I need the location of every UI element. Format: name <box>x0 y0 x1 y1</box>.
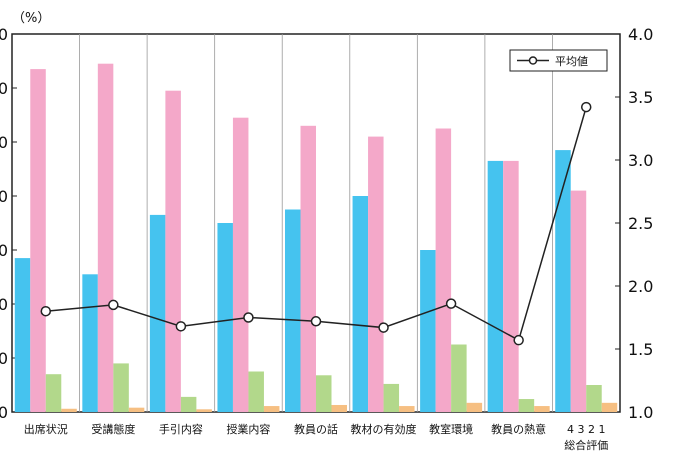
average-point <box>378 322 389 333</box>
bar <box>232 117 249 412</box>
bar <box>503 160 519 412</box>
bar <box>534 406 550 412</box>
average-point <box>580 101 592 113</box>
bar <box>45 374 62 412</box>
average-point <box>513 334 524 346</box>
average-point <box>310 316 322 327</box>
left-tick-label: 40 <box>0 187 8 206</box>
bar <box>316 375 332 412</box>
bar <box>165 90 181 412</box>
bar <box>14 258 31 412</box>
bar <box>248 371 264 412</box>
category-label: 受講態度 <box>91 422 135 436</box>
bar <box>128 407 145 412</box>
bar <box>30 69 46 412</box>
category-label: 出席状況 <box>24 422 68 436</box>
left-tick-label: 60 <box>0 79 8 98</box>
left-tick-label: 20 <box>0 295 8 314</box>
bar <box>451 344 467 412</box>
bar <box>399 406 415 412</box>
legend-label: 平均値 <box>555 55 588 68</box>
bar <box>518 399 535 412</box>
left-tick-label: 0 <box>0 403 8 422</box>
left-tick-label: 30 <box>0 241 8 260</box>
y-unit-label: （%） <box>12 11 50 26</box>
bar <box>82 274 98 412</box>
bar <box>217 223 233 412</box>
bar <box>352 196 369 412</box>
category-sublabel: 総合評価 <box>564 438 608 452</box>
right-tick-label: 3.0 <box>628 151 653 170</box>
left-tick-label: 50 <box>0 133 8 152</box>
right-tick-label: 1.0 <box>628 403 653 422</box>
left-tick-labels: 0 10 20 30 40 50 60 70 <box>0 25 17 422</box>
bar <box>570 190 587 412</box>
bar <box>113 363 129 412</box>
legend: 平均値 <box>509 49 608 72</box>
legend-box <box>509 49 608 72</box>
right-tick-labels: 1.0 1.5 2.0 2.5 3.0 3.5 4.0 <box>615 25 653 422</box>
average-point <box>175 321 187 332</box>
right-tick-label: 3.5 <box>628 88 653 107</box>
bar <box>555 150 571 412</box>
bar <box>420 250 436 412</box>
bar <box>196 409 212 412</box>
right-tick-label: 2.5 <box>628 214 653 233</box>
category-labels: 出席状況 受講態度 手引内容 授業内容 教員の話 教材の有効度 教室環境 教員の熱意 4 3 2… <box>24 422 608 452</box>
average-point <box>243 312 254 323</box>
bar <box>180 396 197 412</box>
category-dividers <box>79 34 553 412</box>
category-label: 教室環境 <box>429 422 473 436</box>
category-label: 4 3 2 1 <box>567 423 605 436</box>
average-line-series <box>40 101 592 346</box>
average-point <box>445 298 457 309</box>
average-point <box>40 305 52 317</box>
bar <box>466 402 483 412</box>
bars <box>14 63 618 413</box>
bar <box>586 385 602 412</box>
average-point <box>108 299 119 311</box>
left-tick-label: 10 <box>0 349 8 368</box>
right-tick-label: 2.0 <box>628 277 653 296</box>
bar <box>263 406 280 412</box>
left-tick-label: 70 <box>0 25 8 44</box>
bar <box>285 209 301 412</box>
bar <box>300 125 316 413</box>
bar <box>331 404 347 412</box>
category-label: 授業内容 <box>226 422 270 436</box>
bar <box>368 136 384 412</box>
category-label: 教員の話 <box>294 422 338 436</box>
category-label: 教員の熱意 <box>491 422 546 436</box>
bar <box>383 383 400 412</box>
bar <box>61 408 77 412</box>
category-label: 教材の有効度 <box>351 422 417 436</box>
legend-marker <box>528 56 538 65</box>
bar <box>601 402 618 412</box>
bar <box>487 160 504 412</box>
category-label: 手引内容 <box>159 422 203 436</box>
bar <box>97 63 114 412</box>
right-tick-label: 1.5 <box>628 340 653 359</box>
bar <box>435 128 452 412</box>
bar <box>149 214 166 412</box>
right-tick-label: 4.0 <box>628 25 653 44</box>
